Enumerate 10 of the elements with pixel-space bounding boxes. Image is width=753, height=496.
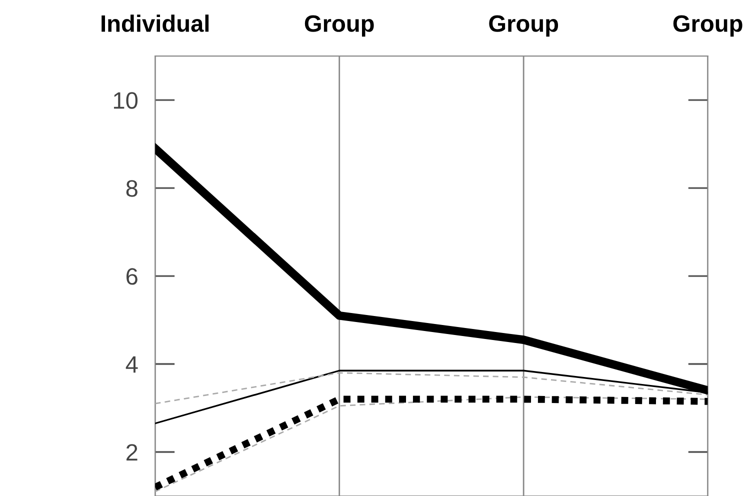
line-series [155,372,708,404]
y-tick-label: 4 [126,356,138,373]
x-tick-label: Group [673,15,742,37]
y-tick-label: 2 [126,444,138,461]
y-tick-label: 8 [126,180,138,197]
y-tick-label: 10 [114,92,138,109]
x-tick-label: Group [304,15,374,37]
x-tick-label: Group [489,15,558,37]
x-tick-label: Individual [102,14,209,32]
y-tick-label: 6 [126,268,138,285]
